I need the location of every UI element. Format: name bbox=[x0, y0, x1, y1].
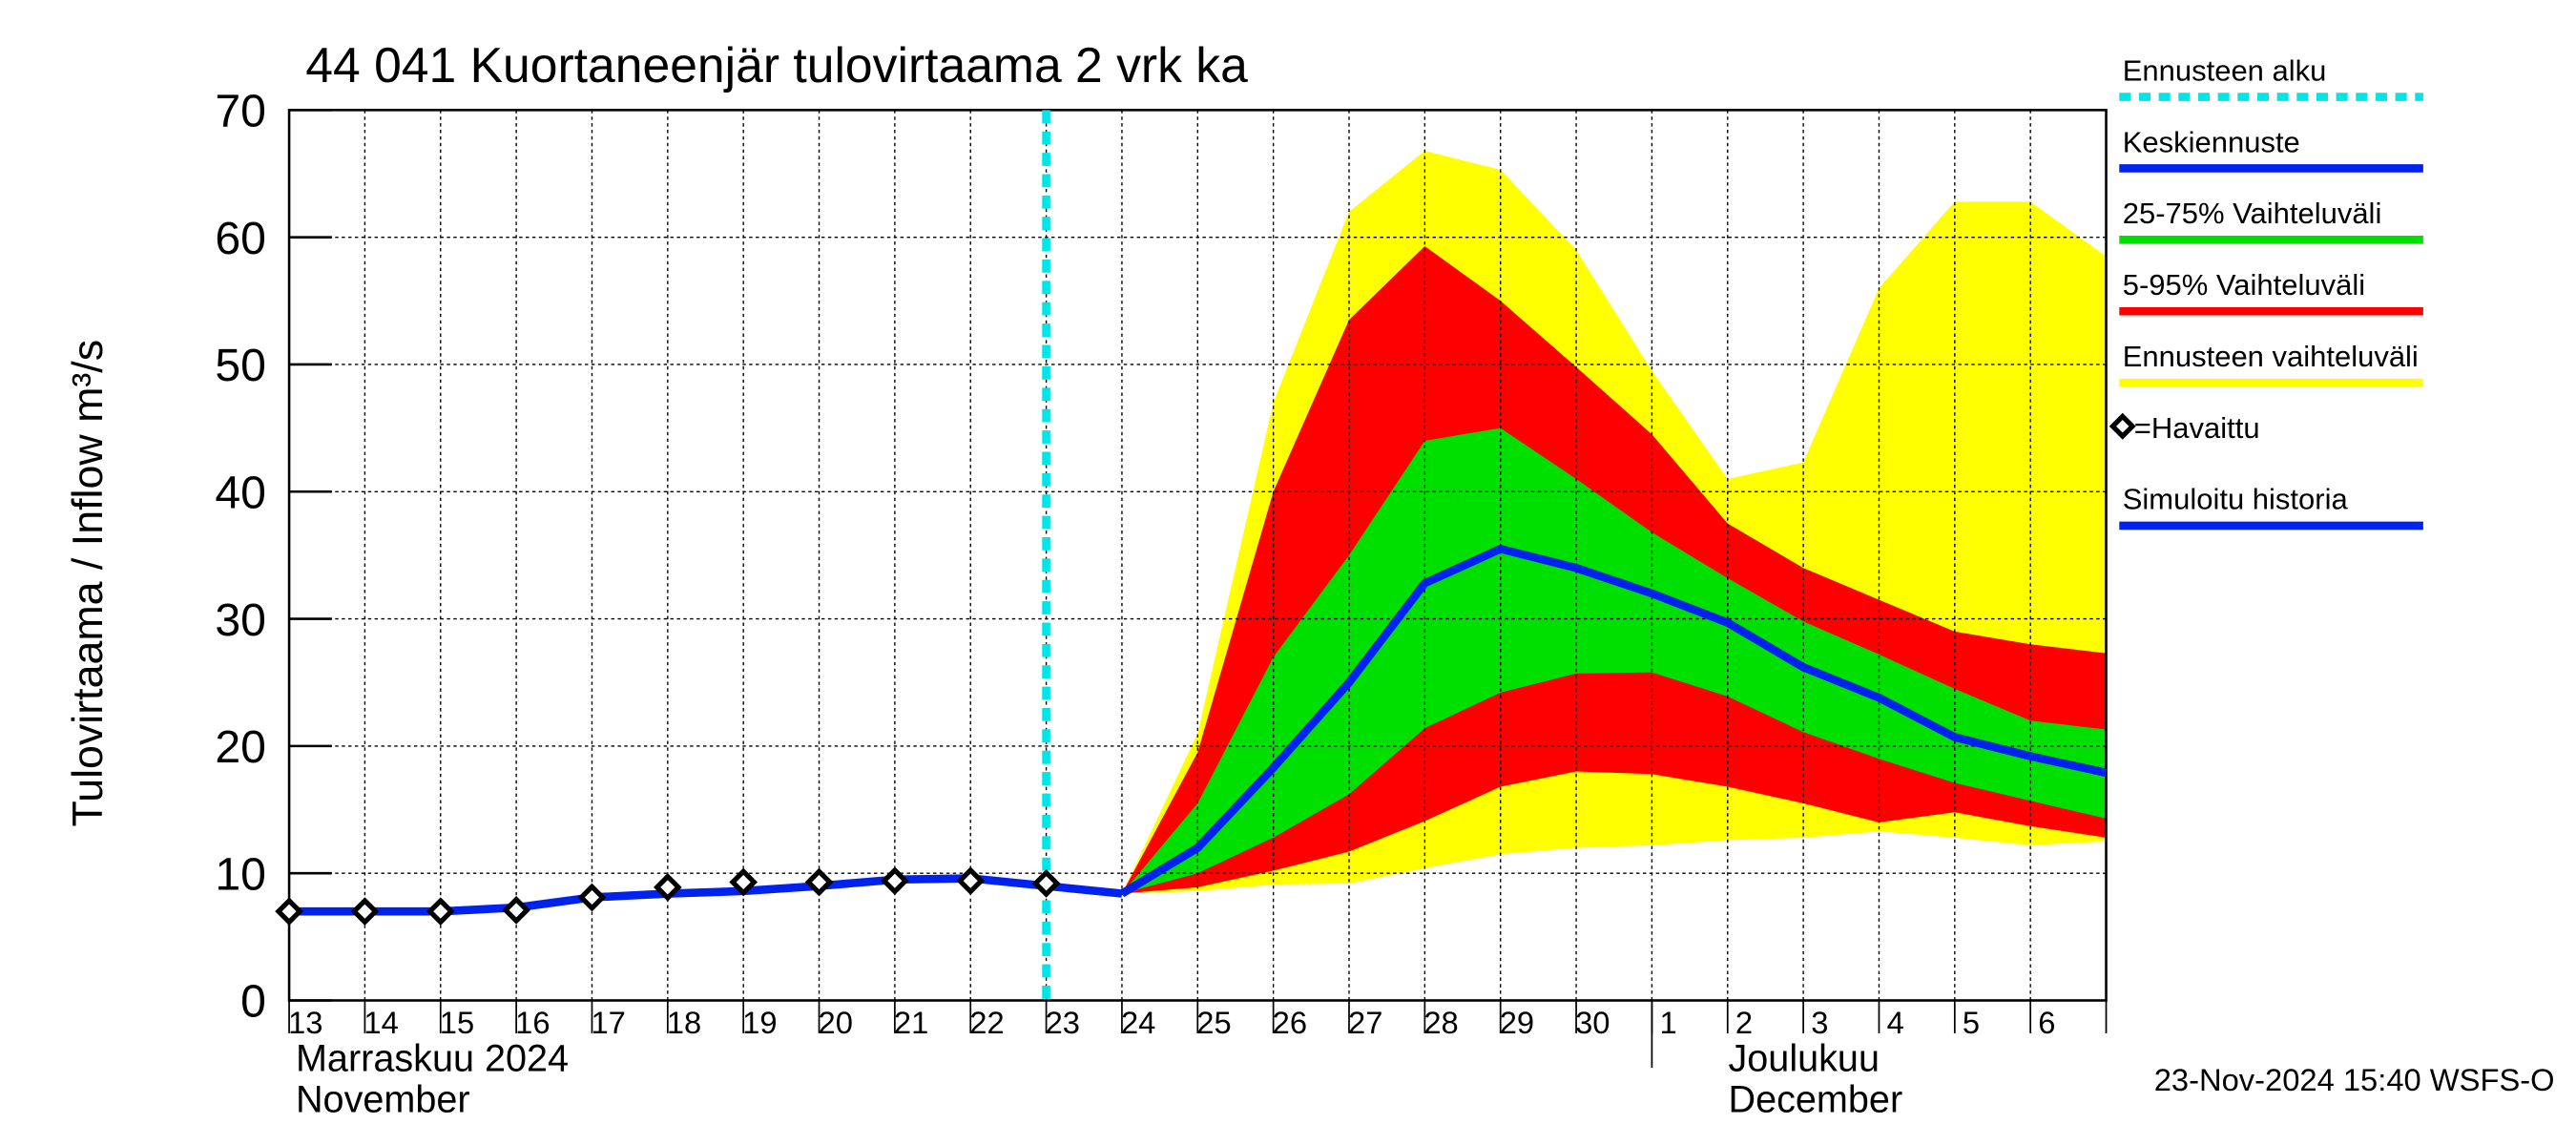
y-tick-label: 60 bbox=[215, 213, 266, 264]
y-tick-label: 10 bbox=[215, 848, 266, 900]
legend-label: 5-95% Vaihteluväli bbox=[2123, 268, 2365, 302]
x-tick-label: 1 bbox=[1660, 1005, 1677, 1040]
chart-title: 44 041 Kuortaneenjär tulovirtaama 2 vrk … bbox=[305, 37, 1248, 93]
y-tick-label: 0 bbox=[240, 976, 266, 1028]
x-tick-label: 15 bbox=[440, 1005, 474, 1040]
legend-label: Simuloitu historia bbox=[2123, 483, 2349, 516]
x-tick-label: 26 bbox=[1273, 1005, 1307, 1040]
month-label: Joulukuu bbox=[1728, 1038, 1880, 1080]
x-tick-label: 28 bbox=[1423, 1005, 1458, 1040]
month-label: November bbox=[296, 1079, 470, 1121]
plot-frame bbox=[287, 109, 2108, 1002]
y-tick-label: 40 bbox=[215, 467, 266, 518]
x-tick-label: 14 bbox=[364, 1005, 398, 1040]
x-tick-label: 16 bbox=[515, 1005, 550, 1040]
observed-marker bbox=[956, 866, 986, 896]
x-tick-label: 2 bbox=[1735, 1005, 1753, 1040]
band bbox=[1121, 427, 2107, 894]
x-tick-label: 21 bbox=[894, 1005, 928, 1040]
observed-marker bbox=[881, 866, 909, 896]
x-tick-label: 5 bbox=[1963, 1005, 1980, 1040]
legend-label: Ennusteen alku bbox=[2123, 53, 2327, 87]
x-tick-label: 18 bbox=[667, 1005, 701, 1040]
observed-marker bbox=[577, 883, 607, 912]
x-tick-label: 23 bbox=[1046, 1005, 1080, 1040]
observed-marker bbox=[729, 867, 758, 897]
y-axis-label: Tulovirtaama / Inflow m³/s bbox=[64, 340, 112, 827]
observed-marker bbox=[350, 897, 380, 926]
y-tick-label: 30 bbox=[215, 594, 266, 646]
line bbox=[1119, 544, 2108, 898]
y-tick-label: 20 bbox=[215, 721, 266, 773]
line bbox=[289, 874, 1123, 916]
legend-label: Ennusteen vaihteluväli bbox=[2123, 340, 2419, 373]
x-tick-label: 30 bbox=[1575, 1005, 1610, 1040]
x-tick-label: 20 bbox=[819, 1005, 853, 1040]
x-tick-label: 22 bbox=[969, 1005, 1004, 1040]
y-tick-label: 70 bbox=[215, 86, 266, 137]
month-label: Marraskuu 2024 bbox=[296, 1038, 569, 1080]
x-tick-label: 19 bbox=[742, 1005, 777, 1040]
observed-marker bbox=[502, 896, 530, 925]
observed-marker bbox=[653, 873, 682, 902]
x-tick-label: 4 bbox=[1887, 1005, 1904, 1040]
legend-label: =Havaittu bbox=[2134, 411, 2260, 445]
observed-marker bbox=[1031, 869, 1061, 898]
legend-label: Keskiennuste bbox=[2123, 125, 2300, 158]
x-tick-label: 17 bbox=[591, 1005, 625, 1040]
legend-label: 25-75% Vaihteluväli bbox=[2123, 197, 2382, 230]
x-tick-label: 25 bbox=[1196, 1005, 1231, 1040]
y-tick-label: 50 bbox=[215, 340, 266, 391]
x-tick-label: 24 bbox=[1121, 1005, 1155, 1040]
x-tick-label: 3 bbox=[1811, 1005, 1828, 1040]
x-tick-label: 13 bbox=[288, 1005, 322, 1040]
x-tick-label: 29 bbox=[1500, 1005, 1534, 1040]
x-tick-label: 27 bbox=[1348, 1005, 1382, 1040]
observed-marker bbox=[804, 867, 834, 897]
footer: 23-Nov-2024 15:40 WSFS-O bbox=[2154, 1062, 2555, 1097]
legend-marker bbox=[2109, 412, 2136, 440]
observed-marker bbox=[275, 897, 303, 926]
month-label: December bbox=[1728, 1079, 1902, 1121]
observed-marker bbox=[426, 897, 455, 926]
x-tick-label: 6 bbox=[2038, 1005, 2055, 1040]
